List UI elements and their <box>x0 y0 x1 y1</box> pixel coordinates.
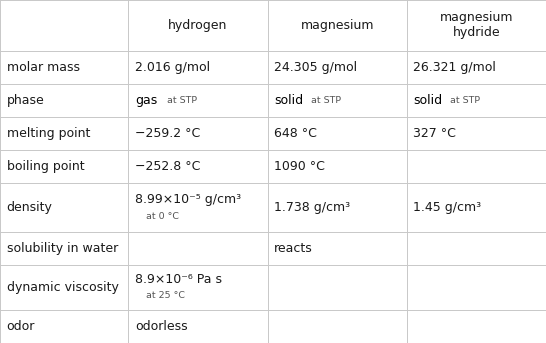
Text: magnesium
hydride: magnesium hydride <box>440 11 513 39</box>
Text: 2.016 g/mol: 2.016 g/mol <box>135 61 210 74</box>
Text: 24.305 g/mol: 24.305 g/mol <box>274 61 357 74</box>
Text: at STP: at STP <box>161 96 197 105</box>
Text: at 0 °C: at 0 °C <box>146 212 179 221</box>
Text: odorless: odorless <box>135 320 187 333</box>
Text: solubility in water: solubility in water <box>7 243 118 256</box>
Text: at 25 °C: at 25 °C <box>146 291 185 300</box>
Text: 26.321 g/mol: 26.321 g/mol <box>413 61 496 74</box>
Text: at STP: at STP <box>305 96 341 105</box>
Text: 8.9×10⁻⁶ Pa s: 8.9×10⁻⁶ Pa s <box>135 273 222 286</box>
Text: −259.2 °C: −259.2 °C <box>135 127 200 140</box>
Text: −252.8 °C: −252.8 °C <box>135 160 200 173</box>
Text: reacts: reacts <box>274 243 313 256</box>
Text: 1.45 g/cm³: 1.45 g/cm³ <box>413 201 482 214</box>
Text: melting point: melting point <box>7 127 90 140</box>
Text: phase: phase <box>7 94 44 107</box>
Text: odor: odor <box>7 320 35 333</box>
Text: solid: solid <box>274 94 303 107</box>
Text: boiling point: boiling point <box>7 160 84 173</box>
Text: molar mass: molar mass <box>7 61 80 74</box>
Text: gas: gas <box>135 94 157 107</box>
Text: at STP: at STP <box>444 96 480 105</box>
Text: 327 °C: 327 °C <box>413 127 456 140</box>
Text: 1.738 g/cm³: 1.738 g/cm³ <box>274 201 350 214</box>
Text: hydrogen: hydrogen <box>168 19 228 32</box>
Text: 648 °C: 648 °C <box>274 127 317 140</box>
Text: density: density <box>7 201 52 214</box>
Text: 8.99×10⁻⁵ g/cm³: 8.99×10⁻⁵ g/cm³ <box>135 192 241 205</box>
Text: 1090 °C: 1090 °C <box>274 160 325 173</box>
Text: dynamic viscosity: dynamic viscosity <box>7 281 118 294</box>
Text: solid: solid <box>413 94 442 107</box>
Text: magnesium: magnesium <box>300 19 374 32</box>
